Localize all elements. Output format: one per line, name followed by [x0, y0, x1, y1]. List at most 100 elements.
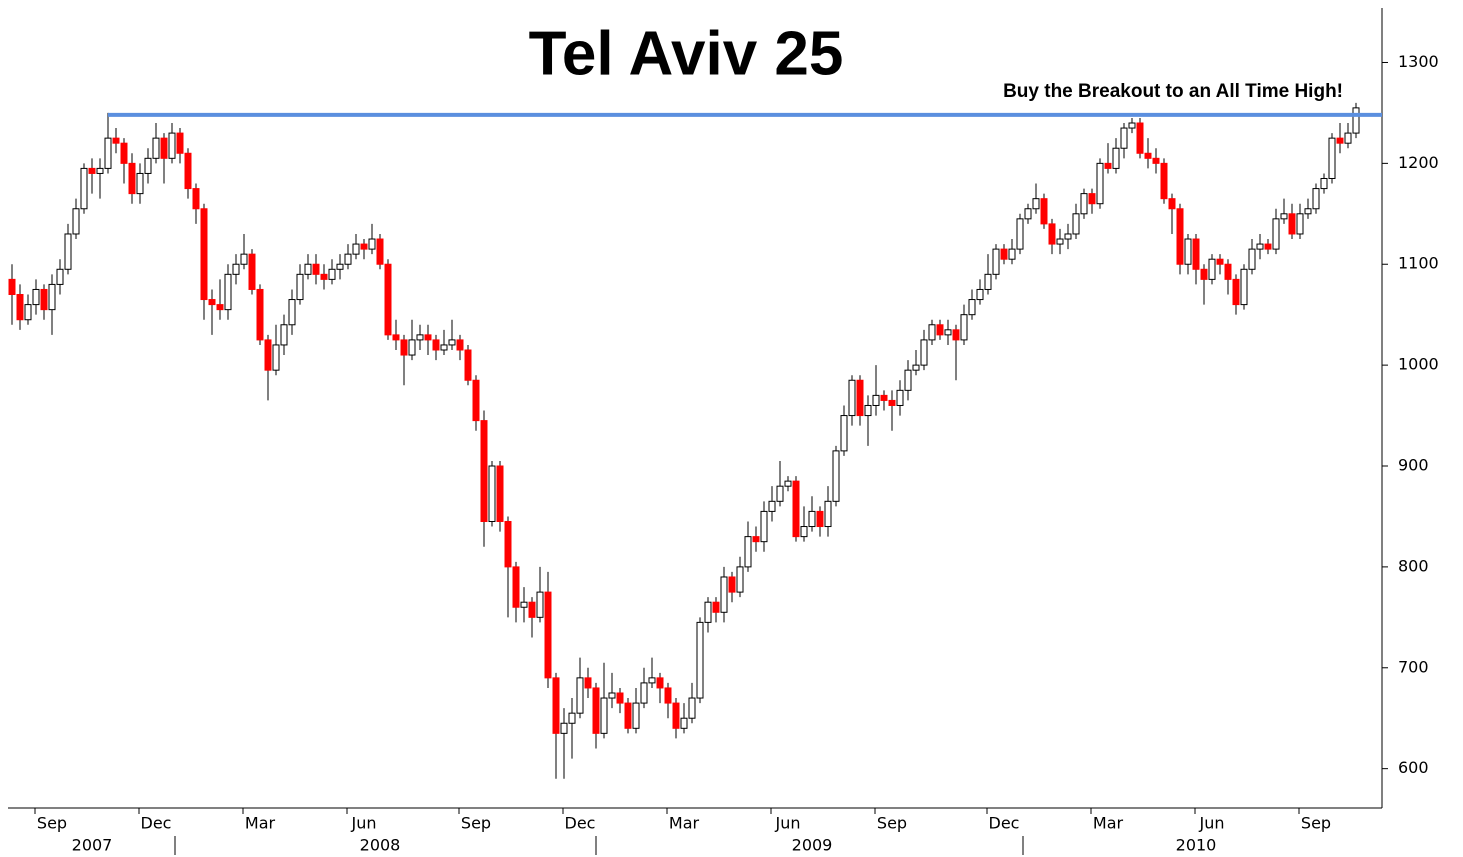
candle-body — [200, 208, 208, 301]
y-tick-label: 1300 — [1398, 52, 1439, 71]
candle-body — [904, 369, 912, 391]
candle-body — [208, 299, 216, 306]
candle-body — [744, 536, 752, 568]
candle-body — [176, 132, 184, 154]
candle-body — [936, 324, 944, 336]
candle-body — [568, 712, 576, 724]
candle-body — [1032, 198, 1040, 210]
y-tick-label: 600 — [1398, 758, 1429, 777]
candle-body — [464, 349, 472, 381]
candle-body — [1112, 147, 1120, 169]
candle-body — [48, 283, 56, 311]
candle-body — [336, 263, 344, 270]
x-tick-label: Sep — [461, 814, 491, 833]
year-label: 2007 — [72, 836, 113, 855]
candle-body — [928, 324, 936, 341]
candle-body — [328, 268, 336, 280]
candle-body — [56, 268, 64, 285]
candle-body — [792, 480, 800, 538]
candle-body — [144, 157, 152, 174]
year-label: 2009 — [792, 836, 833, 855]
candle-body — [984, 273, 992, 290]
candle-body — [1208, 258, 1216, 280]
candle-body — [184, 152, 192, 190]
candle-body — [1304, 208, 1312, 215]
candle-body — [640, 682, 648, 704]
candle-body — [776, 485, 784, 502]
candle-body — [440, 344, 448, 351]
candle-body — [600, 697, 608, 734]
candle-body — [800, 526, 808, 538]
candle-body — [736, 566, 744, 593]
candle-body — [560, 722, 568, 734]
candle-body — [1264, 243, 1272, 250]
candle-body — [752, 536, 760, 543]
candle-body — [784, 480, 792, 487]
x-tick-label: Jun — [351, 814, 377, 833]
candle-body — [400, 339, 408, 356]
candle-body — [1144, 152, 1152, 159]
candle-body — [352, 243, 360, 255]
candle-body — [664, 687, 672, 704]
candle-body — [1336, 137, 1344, 144]
candle-body — [728, 576, 736, 593]
candle-body — [656, 677, 664, 689]
candle-body — [624, 702, 632, 729]
candle-body — [360, 243, 368, 250]
candle-body — [896, 389, 904, 406]
x-tick-label: Mar — [245, 814, 276, 833]
x-tick-label: Dec — [141, 814, 172, 833]
candle-body — [392, 334, 400, 341]
candle-body — [304, 263, 312, 275]
candle-body — [840, 415, 848, 452]
candle-body — [408, 339, 416, 356]
y-tick-label: 800 — [1398, 556, 1429, 575]
y-tick-label: 700 — [1398, 657, 1429, 676]
candle-body — [424, 334, 432, 341]
candle-body — [88, 167, 96, 174]
candle-body — [432, 339, 440, 351]
candle-body — [632, 702, 640, 729]
candle-body — [712, 601, 720, 613]
candle-body — [296, 273, 304, 301]
candle-body — [944, 329, 952, 336]
candle-body — [608, 692, 616, 699]
candle-body — [848, 379, 856, 417]
candle-body — [952, 329, 960, 341]
candle-body — [824, 500, 832, 528]
candle-body — [16, 294, 24, 321]
x-tick-label: Sep — [877, 814, 907, 833]
candle-body — [1352, 107, 1360, 134]
candle-body — [216, 304, 224, 311]
candle-body — [1216, 258, 1224, 265]
candle-body — [976, 288, 984, 301]
candle-body — [1248, 248, 1256, 270]
year-separators — [174, 836, 1024, 855]
x-tick-label: Mar — [1093, 814, 1124, 833]
candle-body — [616, 692, 624, 704]
candle-body — [128, 162, 136, 195]
y-tick-label: 1000 — [1398, 355, 1439, 374]
candle-body — [528, 601, 536, 618]
candle-body — [864, 404, 872, 417]
candle-body — [456, 339, 464, 351]
candle-body — [1040, 198, 1048, 225]
candle-body — [536, 591, 544, 618]
candle-body — [112, 137, 120, 144]
candle-body — [504, 520, 512, 568]
candle-body — [1344, 132, 1352, 144]
candle-body — [168, 132, 176, 159]
candle-body — [1136, 122, 1144, 154]
candle-body — [1152, 157, 1160, 164]
candle-body — [680, 717, 688, 729]
candle-body — [1064, 233, 1072, 240]
candle-body — [264, 339, 272, 371]
candle-body — [1160, 162, 1168, 200]
x-tick-label: Jun — [775, 814, 801, 833]
candle-body — [80, 167, 88, 210]
candle-body — [544, 591, 552, 679]
candle-body — [592, 687, 600, 734]
candle-body — [1120, 127, 1128, 149]
candle-body — [1048, 223, 1056, 245]
